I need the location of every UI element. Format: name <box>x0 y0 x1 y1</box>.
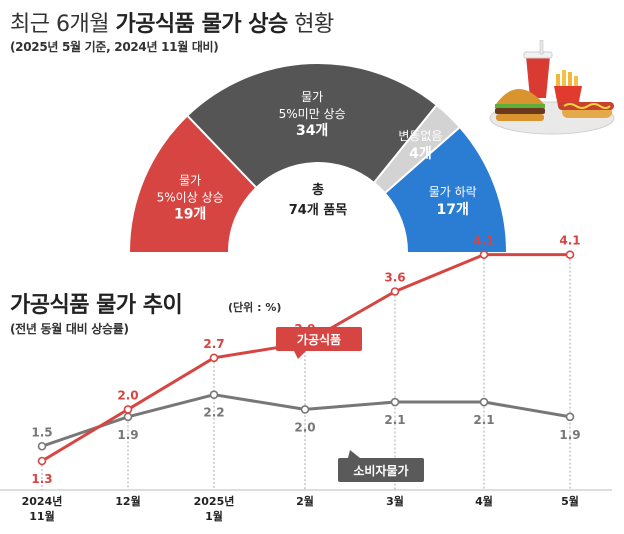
pie-slice-1 <box>187 63 437 188</box>
data-point-processed-food-4 <box>390 287 400 296</box>
pie-slice-3 <box>385 127 506 252</box>
title-part-bold: 가공식품 물가 상승 <box>115 12 288 37</box>
data-point-processed-food-1 <box>123 405 133 414</box>
pie-label-0-0: 물가 <box>179 173 201 187</box>
pie-count-label-3: 17개 <box>437 202 469 218</box>
legend-processed-food-pointer <box>294 351 306 359</box>
pie-label-0-1: 5%이상 상승 <box>157 190 224 204</box>
title-part-1: 최근 6개월 <box>10 12 109 37</box>
pie-label-1-0: 물가 <box>301 90 323 104</box>
x-tick-label-3: 2월 <box>296 494 314 508</box>
data-label-cpi-3: 2.0 <box>294 420 315 434</box>
data-point-processed-food-6 <box>565 250 575 259</box>
data-point-cpi-0 <box>37 441 47 451</box>
pie-separator-0 <box>187 115 257 188</box>
x-tick-label-2-1: 1월 <box>205 509 223 523</box>
legend-cpi-label: 소비자물가 <box>353 463 408 478</box>
data-point-cpi-1 <box>123 412 133 422</box>
pie-center-label-0: 총 <box>312 182 324 198</box>
data-point-cpi-6 <box>565 412 575 422</box>
data-label-processed-food-5: 4.1 <box>473 234 494 248</box>
x-tick-label-2-0: 2025년 <box>194 494 235 508</box>
legend-cpi: 소비자물가 <box>338 450 424 482</box>
x-tick-label-0-0: 2024년 <box>22 494 63 508</box>
hotdog-icon <box>558 102 614 118</box>
line-chart-unit: (단위 : %) <box>228 301 282 314</box>
data-point-cpi-5 <box>479 397 489 407</box>
chart-subtitle: (2025년 5월 기준, 2024년 11월 대비) <box>10 40 219 54</box>
data-label-processed-food-6: 4.1 <box>559 234 580 248</box>
x-tick-label-5: 4월 <box>475 494 493 508</box>
pie-count-label-0: 19개 <box>174 206 206 222</box>
food-illustration <box>489 40 615 135</box>
legend-processed-food: 가공식품 <box>276 327 362 359</box>
legend-cpi-box <box>338 458 424 482</box>
data-label-processed-food-2: 2.7 <box>203 337 224 351</box>
data-label-cpi-1: 1.9 <box>117 428 138 442</box>
legend-processed-food-label: 가공식품 <box>297 332 341 347</box>
data-point-cpi-3 <box>300 405 310 414</box>
data-label-cpi-6: 1.9 <box>559 428 580 442</box>
data-point-processed-food-0 <box>37 456 47 466</box>
chart-title: 최근 6개월 가공식품 물가 상승 현황 <box>10 6 334 38</box>
legend-processed-food-box <box>276 327 362 351</box>
data-label-cpi-2: 2.2 <box>203 406 224 420</box>
data-label-cpi-0: 1.5 <box>31 425 52 439</box>
pie-separator-2 <box>384 127 460 194</box>
data-label-cpi-4: 2.1 <box>384 413 405 427</box>
line-chart-title: 가공식품 물가 추이 <box>10 293 183 318</box>
line-chart-subtitle: (전년 동월 대비 상승률) <box>10 322 129 336</box>
data-label-processed-food-0: 1.3 <box>31 472 52 486</box>
x-tick-label-0-1: 11월 <box>29 509 54 523</box>
pie-count-label-2: 4개 <box>409 146 432 162</box>
drink-icon <box>523 40 553 98</box>
pie-slice-0 <box>130 116 256 253</box>
data-point-cpi-4 <box>390 397 400 407</box>
data-label-processed-food-1: 2.0 <box>117 388 138 402</box>
data-point-cpi-2 <box>209 390 219 399</box>
data-point-processed-food-2 <box>209 353 219 363</box>
x-tick-label-4: 3월 <box>386 494 404 508</box>
x-tick-label-1: 12월 <box>115 494 140 508</box>
burger-icon <box>495 89 545 121</box>
pie-separator-1 <box>373 105 437 183</box>
x-tick-label-6: 5월 <box>561 494 579 508</box>
title-part-2: 현황 <box>294 12 334 37</box>
fries-icon <box>554 70 582 106</box>
pie-label-1-1: 5%미만 상승 <box>279 107 346 121</box>
data-point-processed-food-5 <box>479 250 489 259</box>
pie-slice-2 <box>374 105 460 193</box>
pie-label-2-0: 변동없음 <box>398 129 442 143</box>
pie-center-label-1: 74개 품목 <box>289 203 348 218</box>
data-label-processed-food-4: 3.6 <box>384 270 405 284</box>
pie-count-label-1: 34개 <box>296 123 328 139</box>
pie-label-3-0: 물가 하락 <box>429 185 477 199</box>
legend-cpi-pointer <box>348 450 360 458</box>
data-label-cpi-5: 2.1 <box>473 413 494 427</box>
